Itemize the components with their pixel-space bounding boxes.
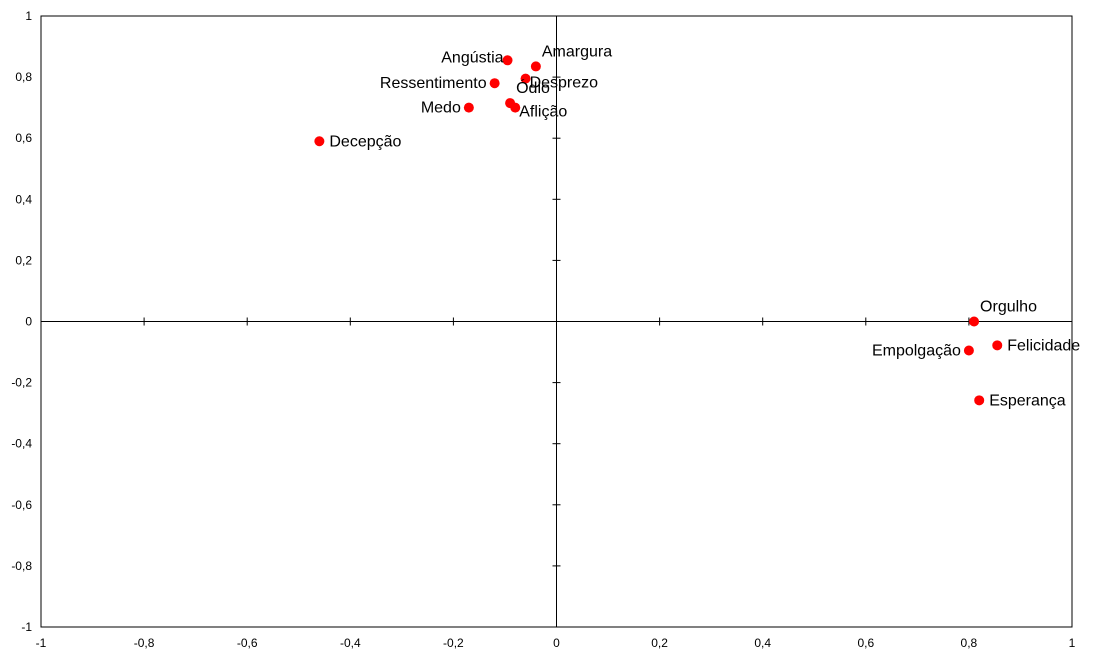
data-point bbox=[530, 61, 541, 72]
point-label: Desprezo bbox=[530, 75, 599, 92]
x-tick-label: 1 bbox=[1069, 636, 1076, 650]
point-label: Empolgação bbox=[872, 343, 961, 360]
y-tick-label: 0,8 bbox=[15, 70, 32, 84]
data-point bbox=[314, 136, 325, 147]
y-tick-label: -0,2 bbox=[11, 376, 32, 390]
y-tick-label: 1 bbox=[25, 9, 32, 23]
point-label: Angústia bbox=[441, 49, 503, 66]
data-point bbox=[502, 55, 513, 66]
data-point bbox=[969, 316, 980, 327]
y-tick-label: -0,4 bbox=[11, 437, 32, 451]
x-tick-label: 0,6 bbox=[857, 636, 874, 650]
y-tick-label: 0,2 bbox=[15, 253, 32, 267]
y-ticks bbox=[552, 15, 561, 628]
x-tick-label: 0 bbox=[553, 636, 560, 650]
y-tick-label: -0,8 bbox=[11, 559, 32, 573]
point-label: Felicidade bbox=[1007, 337, 1080, 354]
y-tick-labels: 1 0,8 0,6 0,4 0,2 0 -0,2 -0,4 -0,6 -0,8 -1 bbox=[11, 9, 32, 634]
point-label: Esperança bbox=[989, 392, 1066, 409]
data-point bbox=[963, 345, 974, 356]
point-label: Ressentimento bbox=[380, 75, 487, 92]
point-labels: Angústia Amargura Ressentimento DesprezoÓdi… bbox=[329, 43, 1080, 409]
data-point bbox=[520, 73, 531, 84]
data-point bbox=[489, 78, 500, 89]
x-tick-label: 0,2 bbox=[651, 636, 668, 650]
point-label: Medo bbox=[421, 100, 461, 117]
x-tick-label: -0,8 bbox=[134, 636, 155, 650]
data-points bbox=[314, 55, 1003, 406]
point-label: Ódio bbox=[516, 78, 550, 97]
point-label: Decepção bbox=[329, 133, 401, 150]
x-ticks bbox=[40, 317, 1073, 326]
point-label: Orgulho bbox=[980, 299, 1037, 316]
y-tick-label: 0 bbox=[25, 315, 32, 329]
data-point bbox=[974, 395, 985, 406]
x-tick-labels: -1 -0,8 -0,6 -0,4 -0,2 0 0,2 0,4 0,6 0,8 1 bbox=[36, 636, 1076, 650]
x-tick-label: -1 bbox=[36, 636, 47, 650]
x-tick-label: -0,4 bbox=[340, 636, 361, 650]
x-tick-label: -0,2 bbox=[443, 636, 464, 650]
data-point bbox=[510, 102, 521, 113]
point-label: Aflição bbox=[519, 104, 567, 121]
y-tick-label: -0,6 bbox=[11, 498, 32, 512]
data-point bbox=[992, 340, 1003, 351]
point-label: Amargura bbox=[542, 43, 612, 60]
x-tick-label: 0,4 bbox=[754, 636, 771, 650]
x-tick-label: 0,8 bbox=[961, 636, 978, 650]
data-point bbox=[463, 102, 474, 113]
y-tick-label: -1 bbox=[21, 620, 32, 634]
x-tick-label: -0,6 bbox=[237, 636, 258, 650]
y-tick-label: 0,4 bbox=[15, 192, 32, 206]
y-tick-label: 0,6 bbox=[15, 131, 32, 145]
